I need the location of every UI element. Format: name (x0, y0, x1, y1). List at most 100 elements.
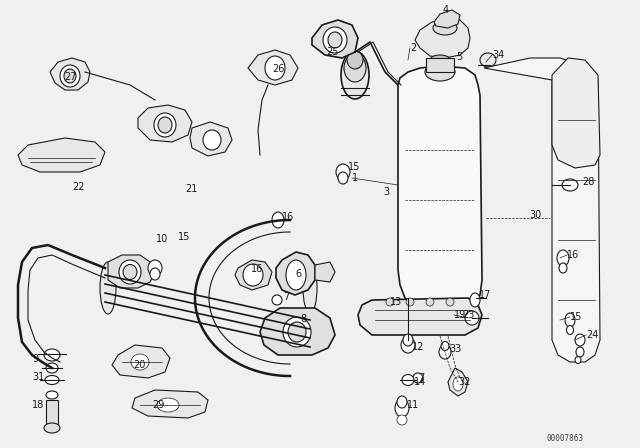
Ellipse shape (562, 179, 578, 191)
Text: 14: 14 (414, 377, 426, 387)
Text: 30: 30 (529, 210, 541, 220)
Ellipse shape (465, 311, 479, 325)
Text: 7: 7 (283, 292, 289, 302)
Polygon shape (112, 345, 170, 378)
Ellipse shape (425, 63, 455, 81)
Text: 29: 29 (152, 400, 164, 410)
Ellipse shape (45, 375, 59, 384)
Polygon shape (448, 368, 468, 396)
Ellipse shape (283, 317, 311, 347)
Ellipse shape (441, 341, 449, 350)
Text: 18: 18 (32, 400, 44, 410)
Polygon shape (484, 58, 600, 362)
Text: 17: 17 (479, 290, 492, 300)
Ellipse shape (403, 334, 413, 346)
Text: 15: 15 (348, 162, 360, 172)
Ellipse shape (347, 51, 363, 69)
Ellipse shape (64, 69, 76, 83)
Text: 23: 23 (462, 310, 474, 320)
Ellipse shape (157, 398, 179, 412)
Polygon shape (138, 105, 192, 142)
Ellipse shape (386, 298, 394, 306)
Ellipse shape (402, 375, 414, 385)
Bar (46, 400, 58, 428)
Ellipse shape (397, 396, 407, 408)
Text: 7: 7 (418, 373, 424, 383)
Ellipse shape (154, 113, 176, 137)
Text: 9: 9 (32, 354, 38, 364)
Text: 27: 27 (64, 72, 77, 82)
Polygon shape (190, 122, 232, 156)
Polygon shape (358, 298, 482, 335)
Text: 2: 2 (410, 43, 416, 53)
Text: 6: 6 (295, 269, 301, 279)
Ellipse shape (265, 56, 285, 80)
Ellipse shape (123, 264, 137, 280)
Polygon shape (434, 10, 460, 28)
Ellipse shape (439, 345, 451, 359)
Ellipse shape (559, 263, 567, 273)
Ellipse shape (272, 212, 284, 228)
Text: 20: 20 (133, 360, 145, 370)
Ellipse shape (100, 262, 116, 314)
Polygon shape (50, 58, 90, 90)
Text: 13: 13 (390, 297, 403, 307)
Ellipse shape (46, 363, 58, 373)
Polygon shape (108, 255, 155, 288)
Ellipse shape (148, 260, 162, 276)
Text: 19: 19 (454, 310, 467, 320)
Text: 32: 32 (458, 377, 470, 387)
Ellipse shape (338, 172, 348, 184)
Text: 4: 4 (443, 5, 449, 15)
Text: 33: 33 (449, 344, 461, 354)
Ellipse shape (44, 423, 60, 433)
Ellipse shape (328, 32, 342, 48)
Polygon shape (248, 50, 298, 85)
Ellipse shape (453, 377, 463, 391)
Ellipse shape (413, 373, 423, 383)
Text: 22: 22 (72, 182, 84, 192)
Text: 16: 16 (251, 264, 263, 274)
Text: 3: 3 (383, 187, 389, 197)
Text: 31: 31 (32, 372, 44, 382)
Ellipse shape (566, 326, 573, 335)
Ellipse shape (433, 21, 457, 35)
Ellipse shape (323, 27, 347, 53)
Ellipse shape (158, 117, 172, 133)
Text: 1: 1 (352, 173, 358, 183)
Ellipse shape (470, 293, 480, 307)
Ellipse shape (46, 391, 58, 399)
Text: 11: 11 (407, 400, 419, 410)
Ellipse shape (401, 337, 415, 353)
Polygon shape (260, 308, 335, 355)
Ellipse shape (119, 260, 141, 284)
Ellipse shape (576, 347, 584, 357)
Polygon shape (552, 58, 600, 168)
Polygon shape (312, 20, 358, 58)
Ellipse shape (243, 264, 263, 286)
Polygon shape (132, 390, 208, 418)
Ellipse shape (344, 54, 366, 82)
Ellipse shape (286, 260, 306, 290)
Text: 21: 21 (185, 184, 197, 194)
Text: 24: 24 (586, 330, 598, 340)
Ellipse shape (336, 164, 350, 180)
Text: 5: 5 (456, 52, 462, 62)
Text: 15: 15 (570, 312, 582, 322)
Text: 00007863: 00007863 (547, 434, 584, 443)
Ellipse shape (272, 295, 282, 305)
Ellipse shape (480, 53, 496, 67)
Bar (426, 58, 454, 72)
Ellipse shape (60, 65, 80, 87)
Ellipse shape (395, 399, 409, 417)
Text: 28: 28 (582, 177, 595, 187)
Polygon shape (235, 260, 272, 290)
Polygon shape (398, 66, 482, 312)
Ellipse shape (131, 354, 149, 370)
Ellipse shape (430, 55, 450, 65)
Ellipse shape (203, 130, 221, 150)
Text: 15: 15 (178, 232, 190, 242)
Ellipse shape (446, 298, 454, 306)
Ellipse shape (565, 313, 575, 327)
Ellipse shape (575, 357, 581, 363)
